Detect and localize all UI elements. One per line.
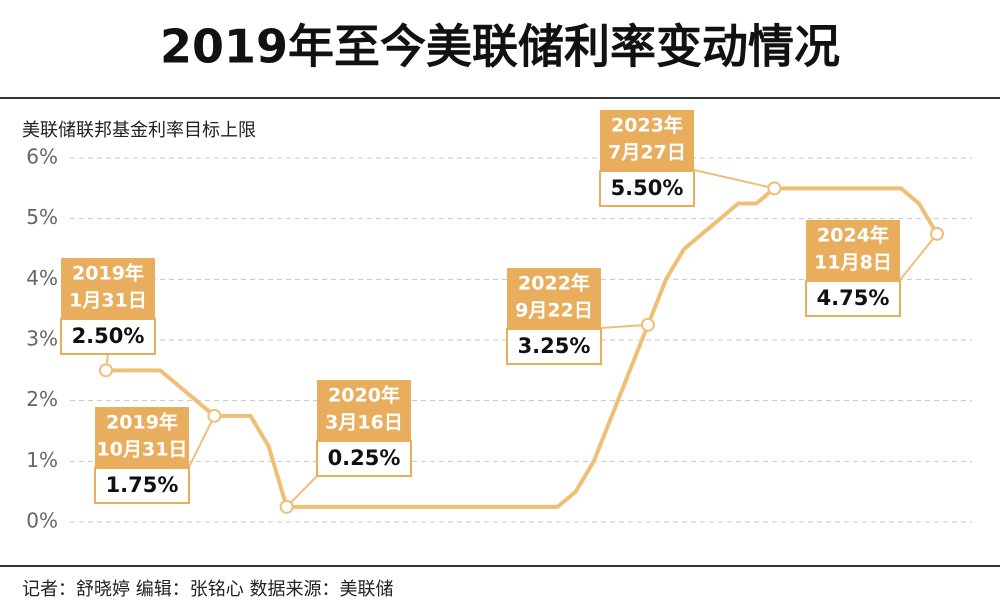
annotation-date: 11月8日 <box>814 252 892 274</box>
connector <box>600 323 649 329</box>
value-box <box>599 170 695 207</box>
annotation-date: 2023年 <box>611 114 683 137</box>
date-box <box>600 110 694 170</box>
point-marker <box>640 317 655 332</box>
annotation-date: 2019年 <box>106 411 178 434</box>
footer: 记者：舒晓婷 编辑：张铭心 数据来源：美联储 <box>22 579 393 600</box>
point-marker <box>767 181 782 196</box>
annotation-date: 10月31日 <box>97 439 188 461</box>
annotation-date: 1月31日 <box>69 290 147 312</box>
annotation-value: 2.50% <box>72 324 145 348</box>
annotation-date: 7月27日 <box>608 142 686 164</box>
annotation-value: 3.25% <box>518 334 591 358</box>
y-tick-label: 0% <box>26 509 58 533</box>
annotation-date: 2024年 <box>817 224 889 247</box>
y-tick-label: 1% <box>26 448 58 472</box>
date-box <box>507 268 601 328</box>
annotation-value: 1.75% <box>106 473 179 497</box>
connector <box>188 415 216 468</box>
y-tick-label: 6% <box>26 145 58 169</box>
value-box <box>94 467 190 504</box>
connector <box>285 475 318 508</box>
annotation-date: 2019年 <box>72 262 144 285</box>
y-tick-label: 2% <box>26 387 58 411</box>
annotation-value: 5.50% <box>611 176 684 200</box>
point-marker <box>99 363 113 378</box>
value-box <box>316 440 412 477</box>
date-box <box>95 407 189 467</box>
annotation-date: 3月16日 <box>325 412 403 434</box>
point-marker <box>279 499 294 514</box>
y-tick-label: 5% <box>26 205 58 229</box>
chart-title: 2019年至今美联储利率变动情况 <box>160 20 840 74</box>
point-marker <box>207 408 222 423</box>
value-box <box>506 328 602 365</box>
annotation-date: 9月22日 <box>515 300 593 322</box>
annotation-value: 4.75% <box>817 286 890 310</box>
value-box <box>805 280 901 317</box>
annotation-date: 2022年 <box>518 272 590 295</box>
annotation-date: 2020年 <box>328 384 400 407</box>
y-axis-label: 美联储联邦基金利率目标上限 <box>22 120 256 141</box>
point-marker <box>930 226 944 241</box>
date-box <box>806 220 900 280</box>
value-box <box>60 318 156 355</box>
connector <box>899 233 938 281</box>
connector <box>693 169 775 190</box>
line <box>106 186 939 509</box>
y-tick-label: 3% <box>26 327 58 351</box>
y-tick-label: 4% <box>26 266 58 290</box>
date-box <box>317 380 411 440</box>
annotation-value: 0.25% <box>328 446 401 470</box>
date-box <box>61 258 155 318</box>
